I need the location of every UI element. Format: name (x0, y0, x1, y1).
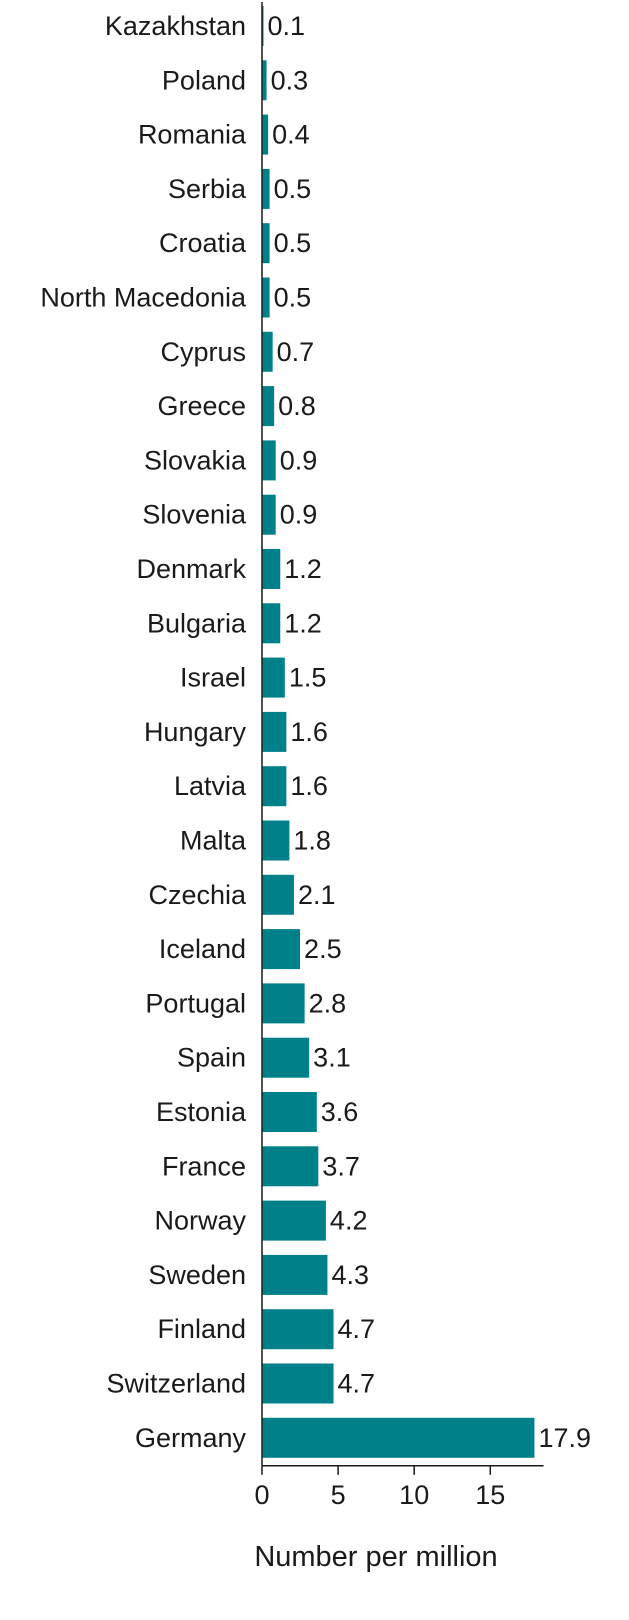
bar-estonia (262, 1092, 317, 1132)
value-label-france: 3.7 (322, 1151, 360, 1181)
bar-greece (262, 386, 275, 427)
value-label-slovenia: 0.9 (280, 500, 318, 530)
value-labels: 0.1 0.3 0.4 0.5 0.5 0.5 0.7 0.8 0.9 0.9 1.2 1.2 1.5 1… (268, 11, 591, 1453)
value-label-croatia: 0.5 (274, 228, 312, 258)
category-label-switzerland: Switzerland (106, 1369, 246, 1399)
category-label-iceland: Iceland (159, 934, 246, 964)
bar-spain (262, 1037, 310, 1078)
bar-germany (262, 1417, 535, 1458)
value-label-latvia: 1.6 (290, 771, 328, 801)
value-label-iceland: 2.5 (304, 934, 342, 964)
value-label-czechia: 2.1 (298, 880, 336, 910)
category-label-portugal: Portugal (145, 988, 246, 1018)
bar-latvia (262, 766, 287, 807)
bar-slovakia (262, 440, 276, 481)
bar-sweden (262, 1254, 328, 1295)
value-label-switzerland: 4.7 (338, 1369, 376, 1399)
value-label-north-macedonia: 0.5 (274, 283, 312, 313)
category-labels: Kazakhstan Poland Romania Serbia Croatia Nort… (40, 11, 247, 1453)
bar-croatia (262, 223, 270, 264)
value-label-finland: 4.7 (338, 1314, 376, 1344)
category-label-spain: Spain (177, 1043, 246, 1073)
bar-poland (262, 60, 267, 101)
category-label-bulgaria: Bulgaria (147, 608, 247, 638)
value-label-spain: 3.1 (313, 1043, 351, 1073)
category-label-denmark: Denmark (136, 554, 246, 584)
value-label-portugal: 2.8 (309, 988, 347, 1018)
bar-hungary (262, 711, 287, 752)
x-ticks: 0 5 10 15 (254, 1465, 505, 1510)
category-label-romania: Romania (138, 120, 247, 150)
category-label-malta: Malta (180, 826, 247, 856)
category-label-france: France (162, 1151, 246, 1181)
category-label-serbia: Serbia (168, 174, 247, 204)
bars-layer (262, 6, 535, 1458)
category-label-israel: Israel (180, 663, 246, 693)
value-label-greece: 0.8 (278, 391, 316, 421)
bar-kazakhstan (262, 6, 264, 46)
category-label-poland: Poland (162, 65, 246, 95)
bar-north-macedonia (262, 277, 270, 318)
category-label-cyprus: Cyprus (160, 337, 246, 367)
bar-finland (262, 1309, 334, 1350)
x-axis: 0 5 10 15 (254, 2, 544, 1510)
category-label-slovenia: Slovenia (142, 500, 247, 530)
value-label-kazakhstan: 0.1 (268, 11, 306, 41)
value-label-slovakia: 0.9 (280, 445, 318, 475)
bar-france (262, 1146, 319, 1187)
bar-slovenia (262, 494, 276, 535)
category-label-latvia: Latvia (174, 771, 247, 801)
value-label-israel: 1.5 (289, 663, 327, 693)
x-axis-title: Number per million (254, 1541, 497, 1573)
value-label-estonia: 3.6 (321, 1097, 359, 1127)
category-label-north-macedonia: North Macedonia (40, 283, 247, 313)
value-label-norway: 4.2 (330, 1206, 368, 1236)
bar-serbia (262, 168, 270, 209)
bar-romania (262, 114, 269, 155)
bar-bulgaria (262, 603, 281, 644)
bar-israel (262, 657, 285, 698)
bar-cyprus (262, 331, 273, 372)
value-label-bulgaria: 1.2 (284, 608, 322, 638)
category-label-czechia: Czechia (148, 880, 247, 910)
category-label-greece: Greece (157, 391, 246, 421)
value-label-denmark: 1.2 (284, 554, 322, 584)
x-tick-label-15: 15 (475, 1480, 505, 1510)
x-tick-label-0: 0 (254, 1480, 269, 1510)
x-tick-label-10: 10 (399, 1480, 429, 1510)
value-label-malta: 1.8 (293, 826, 331, 856)
category-label-slovakia: Slovakia (144, 445, 247, 475)
category-label-croatia: Croatia (159, 228, 247, 258)
category-label-kazakhstan: Kazakhstan (105, 11, 246, 41)
x-tick-label-5: 5 (331, 1480, 346, 1510)
category-label-norway: Norway (154, 1206, 246, 1236)
bar-czechia (262, 874, 294, 915)
value-label-cyprus: 0.7 (277, 337, 315, 367)
bar-portugal (262, 983, 305, 1024)
bar-denmark (262, 549, 281, 589)
value-label-hungary: 1.6 (290, 717, 328, 747)
category-label-finland: Finland (157, 1314, 246, 1344)
value-label-sweden: 4.3 (331, 1260, 369, 1290)
category-label-germany: Germany (135, 1423, 247, 1453)
category-label-sweden: Sweden (148, 1260, 246, 1290)
value-label-romania: 0.4 (272, 120, 310, 150)
bar-iceland (262, 929, 301, 970)
bar-switzerland (262, 1363, 334, 1404)
bar-norway (262, 1200, 326, 1241)
value-label-germany: 17.9 (538, 1423, 591, 1453)
category-label-estonia: Estonia (156, 1097, 247, 1127)
value-label-serbia: 0.5 (274, 174, 312, 204)
bar-malta (262, 820, 290, 861)
category-label-hungary: Hungary (144, 717, 247, 747)
value-label-poland: 0.3 (271, 65, 309, 95)
